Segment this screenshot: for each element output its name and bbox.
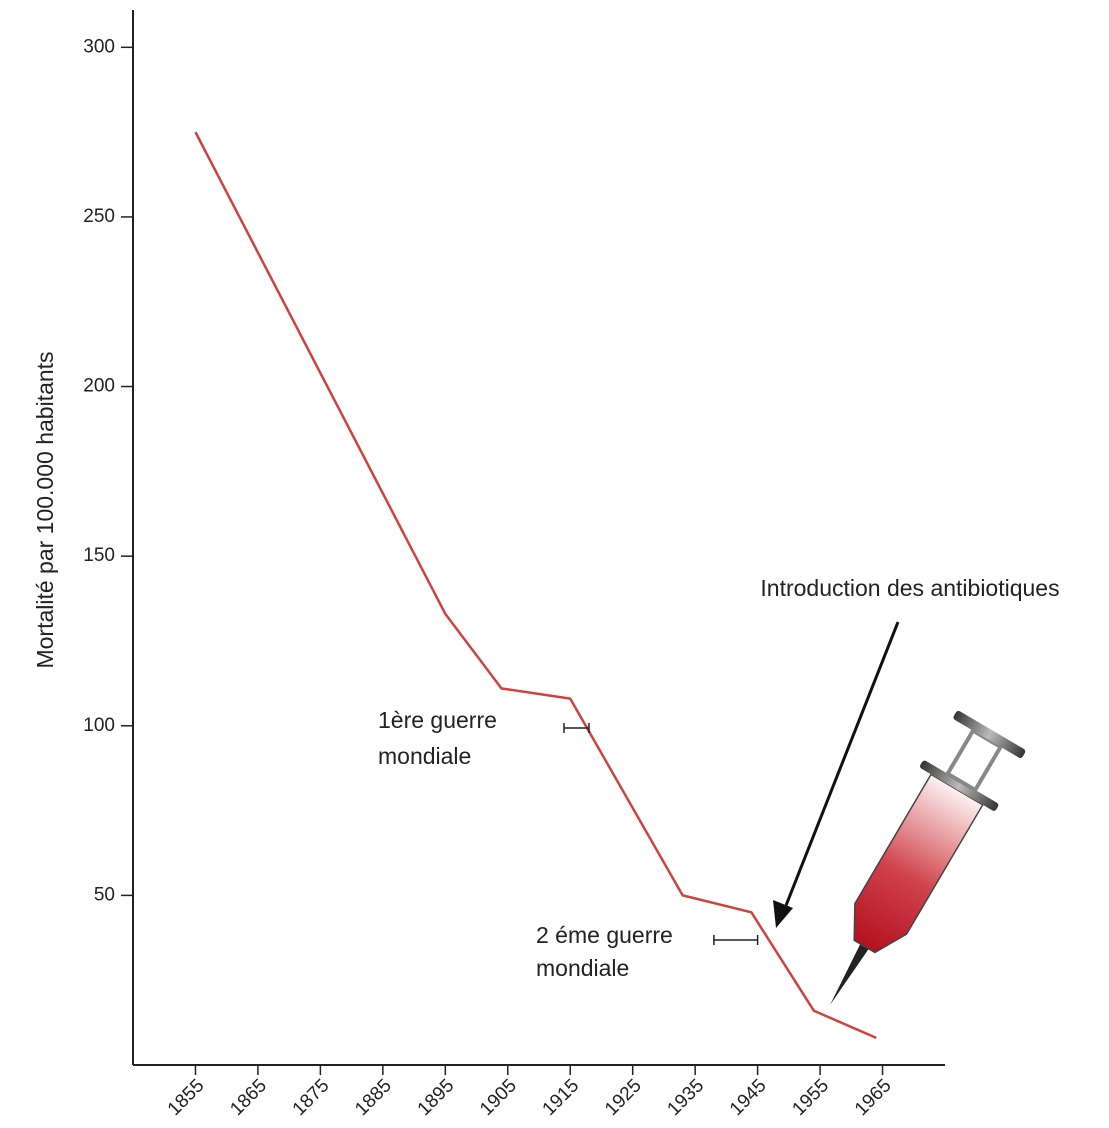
x-tick-label: 1875 xyxy=(289,1075,334,1120)
x-tick-label: 1955 xyxy=(788,1075,833,1120)
syringe xyxy=(830,710,1026,1005)
x-tick-label: 1935 xyxy=(663,1075,708,1120)
x-tick-label: 1855 xyxy=(164,1075,209,1120)
annotation: 2 éme guerre xyxy=(536,922,673,948)
y-tick-label: 300 xyxy=(83,36,115,57)
y-tick-label: 250 xyxy=(83,206,115,227)
x-tick-label: 1945 xyxy=(726,1075,771,1120)
x-tick-label: 1965 xyxy=(851,1075,896,1120)
y-tick-label: 200 xyxy=(83,376,115,397)
arrow xyxy=(773,621,900,928)
x-tick-label: 1905 xyxy=(476,1075,521,1120)
y-tick-label: 150 xyxy=(83,545,115,566)
period-bar xyxy=(713,935,759,945)
period-bar xyxy=(563,723,590,733)
y-tick-label: 50 xyxy=(94,884,115,905)
annotation: mondiale xyxy=(378,743,471,769)
x-tick-label: 1895 xyxy=(414,1075,459,1120)
annotation: mondiale xyxy=(536,955,629,981)
y-axis-label: Mortalité par 100.000 habitants xyxy=(32,351,58,668)
annotation: Introduction des antibiotiques xyxy=(760,575,1059,601)
x-tick-label: 1865 xyxy=(226,1075,271,1120)
annotation: 1ère guerre xyxy=(378,707,497,733)
x-tick-label: 1885 xyxy=(351,1075,396,1120)
x-tick-label: 1925 xyxy=(601,1075,646,1120)
x-tick-label: 1915 xyxy=(539,1075,584,1120)
data-line xyxy=(194,131,877,1040)
y-tick-label: 100 xyxy=(83,715,115,736)
